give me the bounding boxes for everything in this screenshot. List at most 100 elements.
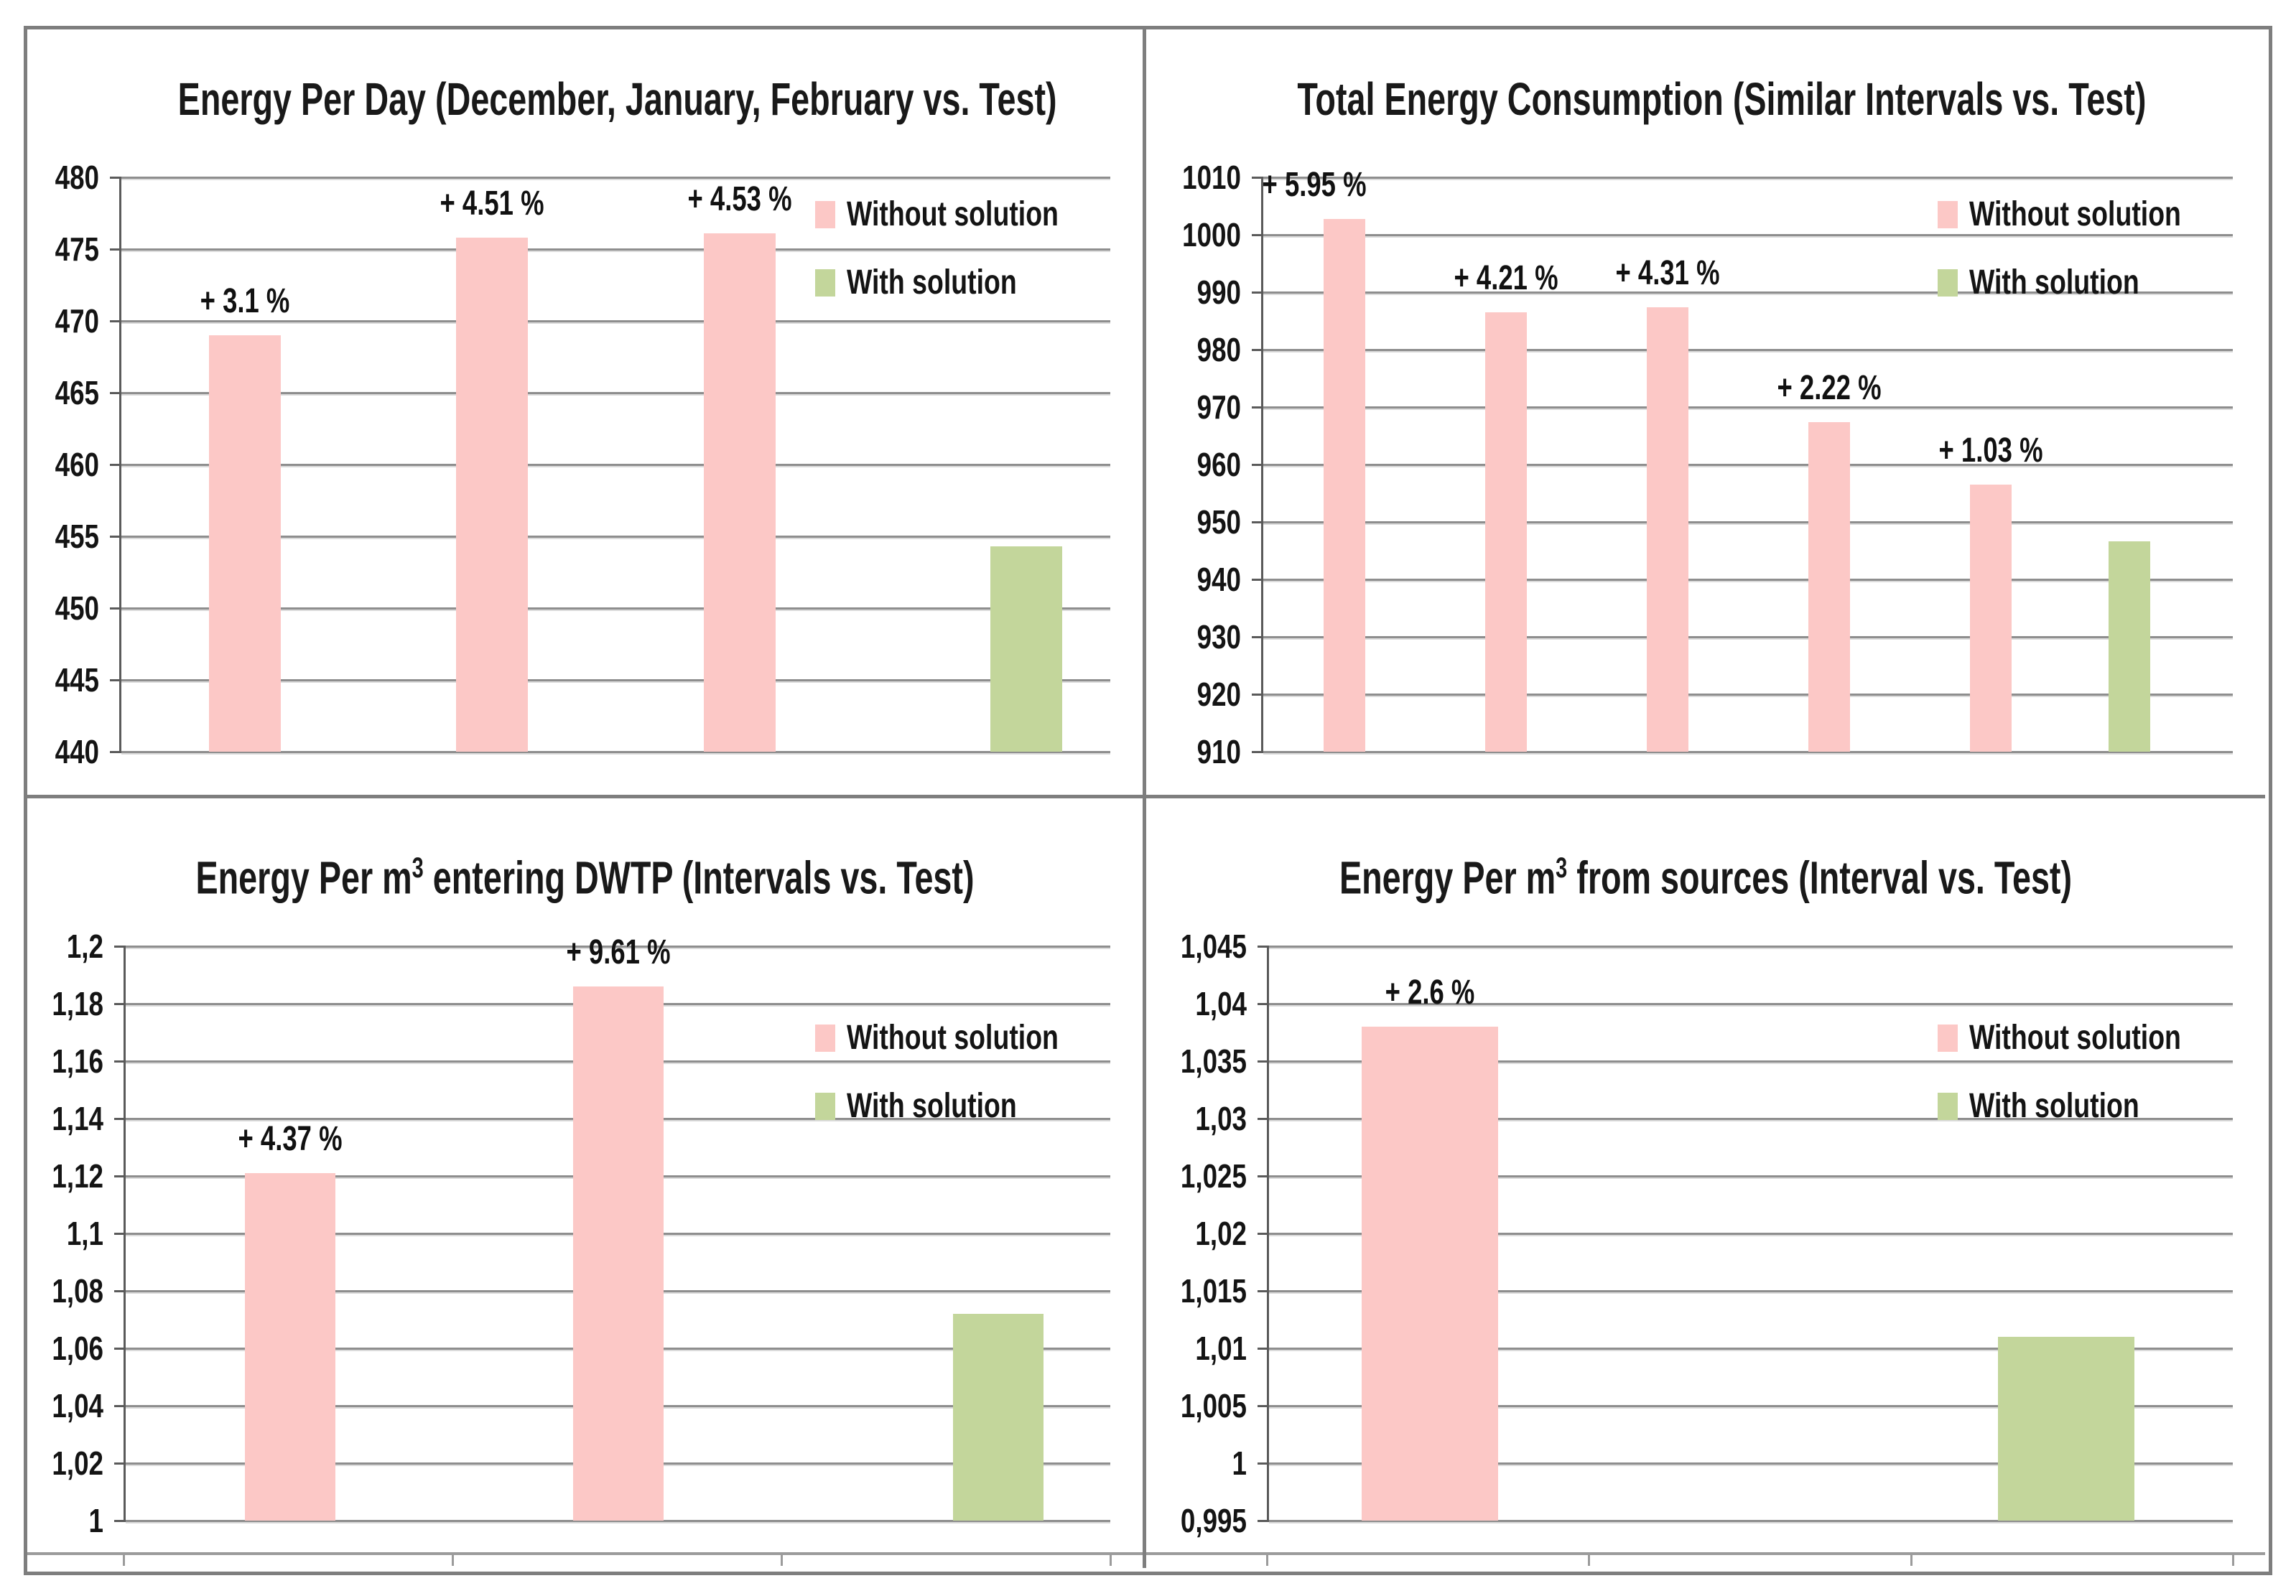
y-axis-tick-label: 940 — [1196, 561, 1241, 598]
bar-without-solution: + 4.21 % — [1454, 261, 1558, 752]
y-axis-tick-mark — [110, 248, 121, 251]
bar-data-label: + 4.51 % — [440, 185, 544, 223]
y-axis-tick-mark — [1252, 177, 1263, 179]
y-axis-tick-mark — [1252, 291, 1263, 294]
y-axis-tick-mark — [1252, 636, 1263, 638]
category-slot: + 1.03 % — [1910, 177, 2071, 752]
gridline — [1263, 234, 2233, 236]
category-slot: + 4.21 % — [1425, 177, 1586, 752]
gridline — [1263, 751, 2233, 753]
y-axis-tick-mark — [1258, 1462, 1269, 1465]
y-axis-tick-label: 460 — [55, 446, 99, 483]
y-axis-tick-label: 1,025 — [1180, 1157, 1247, 1195]
category-axis-tick — [780, 1555, 783, 1566]
legend-label-without-solution: Without solution — [846, 195, 1059, 233]
bar-without-solution: + 9.61 % — [566, 935, 670, 1521]
chart-title: Total Energy Consumption (Similar Interv… — [1297, 67, 2146, 131]
category-slot — [2071, 177, 2233, 752]
category-slot: + 4.37 % — [126, 946, 454, 1521]
bar-without-solution: + 2.22 % — [1777, 370, 1881, 752]
chart-panel-energy-per-day: Energy Per Day (December, January, Febru… — [27, 29, 1146, 798]
legend-swatch-with-solution — [1937, 269, 1958, 297]
y-axis-tick-label: 0,995 — [1180, 1502, 1247, 1539]
legend: Without solution With solution — [1937, 195, 2241, 302]
gridline — [1269, 1405, 2233, 1407]
y-axis-tick-label: 455 — [55, 518, 99, 555]
gridline — [1269, 1348, 2233, 1350]
gridline — [121, 751, 1110, 753]
gridline — [121, 177, 1110, 179]
y-axis-tick-mark — [110, 177, 121, 179]
legend-entry: Without solution — [1937, 195, 2241, 234]
legend-label-with-solution: With solution — [1969, 1087, 2139, 1125]
y-axis-tick-label: 990 — [1196, 274, 1241, 311]
gridline — [1269, 946, 2233, 948]
y-axis-tick-label: 1,08 — [52, 1272, 103, 1310]
category-slot: + 3.1 % — [121, 177, 368, 752]
category-slot: + 5.95 % — [1262, 167, 1425, 752]
y-axis-tick-label: 980 — [1196, 331, 1241, 368]
category-axis-line — [1146, 1552, 2265, 1555]
legend-swatch-without-solution — [1937, 200, 1958, 228]
gridline — [1263, 291, 2233, 294]
bar-without-solution: + 2.6 % — [1361, 975, 1498, 1521]
gridline — [1269, 1520, 2233, 1522]
category-axis-ticks — [123, 1555, 1112, 1567]
y-axis-tick-mark — [114, 1060, 126, 1063]
legend-label-without-solution: Without solution — [1969, 195, 2181, 233]
bar-data-label: + 1.03 % — [1938, 431, 2043, 470]
category-axis-tick — [1910, 1555, 1912, 1566]
category-axis-ticks — [1266, 1555, 2234, 1567]
bar-with-solution — [990, 546, 1062, 752]
legend-label-with-solution: With solution — [846, 1087, 1017, 1125]
legend-entry: With solution — [1937, 263, 2188, 302]
y-axis-tick-mark — [1252, 406, 1263, 409]
legend-swatch-without-solution — [814, 200, 835, 228]
y-axis-tick-mark — [110, 392, 121, 394]
legend-label-with-solution: With solution — [1969, 263, 2139, 302]
gridline — [1269, 1060, 2233, 1063]
y-axis-tick-label: 480 — [55, 159, 99, 196]
category-axis-line — [27, 1552, 1143, 1555]
y-axis-tick-label: 445 — [55, 661, 99, 699]
category-slot: + 4.31 % — [1586, 177, 1748, 752]
y-axis-tick-label: 1,2 — [66, 928, 103, 965]
y-axis-tick-label: 1,015 — [1180, 1272, 1247, 1310]
plot-area: + 4.37 % + 9.61 % — [114, 935, 1110, 1522]
gridline — [121, 679, 1110, 681]
y-axis-tick-label: 1010 — [1182, 159, 1241, 196]
y-axis-tick-mark — [110, 464, 121, 466]
category-axis-tick — [1588, 1555, 1591, 1566]
chart-title: Energy Per m3 from sources (Interval vs.… — [1297, 836, 2114, 903]
y-axis-tick-mark — [114, 1348, 126, 1350]
chart-panel-total-energy-consumption: Total Energy Consumption (Similar Interv… — [1146, 29, 2265, 798]
y-axis-tick-label: 465 — [55, 374, 99, 411]
gridline — [121, 607, 1110, 610]
gridline — [1263, 177, 2233, 179]
bar-without-solution: + 5.95 % — [1262, 167, 1366, 752]
bar-slots: + 3.1 % + 4.51 % + 4.53 % — [121, 177, 1110, 752]
legend-entry: Without solution — [814, 1018, 1118, 1058]
y-axis-tick-label: 1,04 — [1195, 985, 1247, 1022]
gridline — [121, 248, 1110, 251]
legend: Without solution With solution — [814, 1018, 1118, 1126]
title-superscript: 3 — [412, 852, 424, 884]
y-axis-tick-label: 1 — [88, 1502, 103, 1539]
y-axis-tick-label: 1,12 — [52, 1157, 103, 1195]
category-slot — [863, 177, 1110, 752]
y-axis-tick-mark — [1252, 694, 1263, 696]
y-axis-tick-mark — [114, 1175, 126, 1177]
bar-slots: + 2.6 % — [1269, 946, 2233, 1521]
gridline — [1269, 1233, 2233, 1235]
y-axis-tick-label: 1,01 — [1195, 1330, 1247, 1367]
y-axis-tick-mark — [1258, 1118, 1269, 1120]
gridline — [1263, 579, 2233, 581]
category-slot: + 4.51 % — [368, 177, 615, 752]
y-axis-tick-label: 475 — [55, 230, 99, 268]
chart-panel-energy-per-m3-sources: Energy Per m3 from sources (Interval vs.… — [1146, 798, 2265, 1568]
category-slot: + 2.22 % — [1748, 177, 1910, 752]
bar-slots: + 5.95 % + 4.21 % + 4.31 % + 2.22 % + 1.03 % — [1262, 167, 2233, 752]
y-axis-tick-label: 1,02 — [52, 1445, 103, 1482]
bar-with-solution — [952, 1314, 1044, 1521]
legend-entry: Without solution — [1937, 1018, 2241, 1058]
